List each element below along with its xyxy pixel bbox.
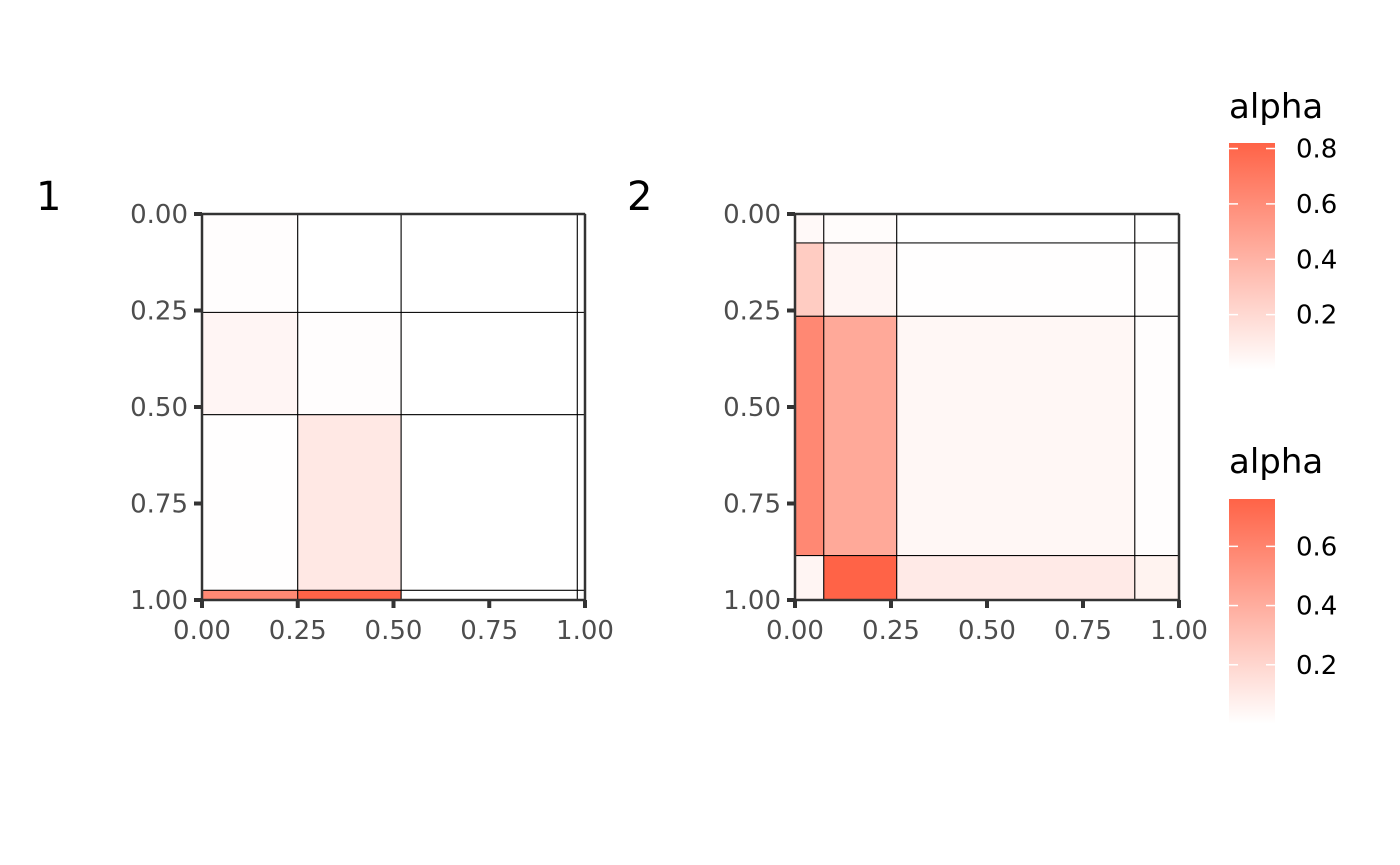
y-tick-label: 1.00 bbox=[723, 586, 781, 616]
x-tick-label: 1.00 bbox=[556, 616, 614, 646]
heatmap-panel-1: 1 0.000.250.500.751.000.00 0.25 0.50 0.75 1.… bbox=[36, 174, 614, 646]
color-legend-2: alpha 0.6 0.4 0.2 bbox=[1229, 442, 1337, 724]
legend-tick-label: 0.4 bbox=[1296, 245, 1337, 275]
legend-title-1: alpha bbox=[1229, 87, 1323, 127]
heatmap-cells-2 bbox=[794, 213, 1180, 601]
axes-1: 0.000.250.500.751.000.00 0.25 0.50 0.75 1.00 bbox=[130, 200, 614, 646]
legend-tick-label: 0.2 bbox=[1296, 301, 1337, 331]
legend-tick-label: 0.6 bbox=[1296, 532, 1337, 562]
x-tick-label: 0.25 bbox=[862, 616, 920, 646]
heatmap-cells-1 bbox=[201, 213, 586, 601]
y-tick-label: 0.00 bbox=[723, 200, 781, 230]
panel-tag-2: 2 bbox=[627, 174, 652, 220]
heatmap-cell bbox=[794, 555, 825, 601]
heatmap-cell bbox=[297, 311, 402, 416]
x-tick-label: 0.75 bbox=[460, 616, 518, 646]
legend-tick-label: 0.2 bbox=[1296, 651, 1337, 681]
panel-tag-1: 1 bbox=[36, 174, 61, 220]
heatmap-cell bbox=[896, 555, 1136, 601]
heatmap-cell bbox=[794, 315, 825, 557]
y-tick-label: 0.75 bbox=[130, 490, 188, 520]
x-tick-label: 0.50 bbox=[958, 616, 1016, 646]
axes-2: 0.000.250.500.751.000.00 0.25 0.50 0.75 1.00 bbox=[723, 200, 1208, 646]
legend-tick-label: 0.4 bbox=[1296, 592, 1337, 622]
heatmap-cell bbox=[400, 311, 578, 416]
heatmap-cell bbox=[400, 213, 578, 313]
x-tick-label: 0.50 bbox=[365, 616, 423, 646]
heatmap-cell bbox=[201, 311, 299, 416]
heatmap-cell bbox=[794, 242, 825, 317]
y-tick-label: 0.50 bbox=[723, 393, 781, 423]
heatmap-cell bbox=[896, 242, 1136, 317]
x-tick-label: 1.00 bbox=[1150, 616, 1208, 646]
heatmap-cell bbox=[201, 213, 299, 313]
legend-ticks-1: 0.8 0.6 0.4 0.2 bbox=[1229, 135, 1337, 331]
legend-tick-label: 0.6 bbox=[1296, 190, 1337, 220]
heatmap-cell bbox=[1134, 315, 1180, 557]
color-legend-1: alpha 0.8 0.6 0.4 0.2 bbox=[1229, 87, 1337, 370]
heatmap-panel-2: 2 0.000.250.500.751.000.00 0.25 0.50 0.75 1.… bbox=[627, 174, 1208, 646]
heatmap-cell bbox=[201, 414, 299, 591]
heatmap-cell bbox=[1134, 242, 1180, 317]
heatmap-cell bbox=[1134, 213, 1180, 244]
legend-ticks-2: 0.6 0.4 0.2 bbox=[1229, 532, 1337, 681]
heatmap-cell bbox=[823, 213, 898, 244]
heatmap-cell bbox=[823, 555, 898, 601]
heatmap-cell bbox=[400, 414, 578, 591]
x-tick-label: 0.75 bbox=[1054, 616, 1112, 646]
heatmap-cell bbox=[297, 414, 402, 591]
heatmap-cell bbox=[794, 213, 825, 244]
heatmap-cell bbox=[1134, 555, 1180, 601]
heatmap-cell bbox=[297, 213, 402, 313]
legend-colorbar-2 bbox=[1229, 499, 1275, 724]
heatmap-cell bbox=[823, 315, 898, 557]
x-tick-label: 0.00 bbox=[173, 616, 231, 646]
y-tick-label: 0.75 bbox=[723, 490, 781, 520]
heatmap-cell bbox=[823, 242, 898, 317]
y-tick-label: 0.25 bbox=[130, 297, 188, 327]
heatmap-cell bbox=[400, 589, 578, 601]
legend-colorbar-1 bbox=[1229, 143, 1275, 370]
y-tick-label: 0.50 bbox=[130, 393, 188, 423]
y-tick-label: 0.00 bbox=[130, 200, 188, 230]
legend-tick-label: 0.8 bbox=[1296, 135, 1337, 165]
heatmap-cell bbox=[896, 213, 1136, 244]
heatmap-cell bbox=[297, 589, 402, 601]
x-tick-label: 0.25 bbox=[269, 616, 327, 646]
heatmap-cell bbox=[201, 589, 299, 601]
heatmap-cell bbox=[896, 315, 1136, 557]
y-tick-label: 0.25 bbox=[723, 297, 781, 327]
legend-title-2: alpha bbox=[1229, 442, 1323, 482]
x-tick-label: 0.00 bbox=[766, 616, 824, 646]
y-tick-label: 1.00 bbox=[130, 586, 188, 616]
